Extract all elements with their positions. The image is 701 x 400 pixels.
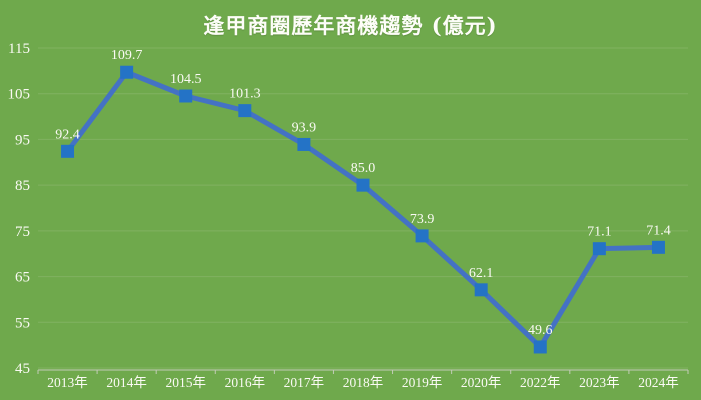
x-axis-category-label: 2020年 [461, 375, 502, 390]
data-point-label: 93.9 [292, 120, 317, 135]
x-axis-category-label: 2024年 [638, 375, 679, 390]
data-point-label: 49.6 [528, 323, 553, 338]
data-point-marker [415, 229, 429, 243]
x-axis-category-label: 2013年 [47, 375, 88, 390]
data-point-marker [651, 240, 665, 254]
data-point-marker [61, 144, 75, 158]
data-point-label: 92.4 [55, 127, 80, 142]
x-axis-category-label: 2023年 [579, 375, 620, 390]
data-point-marker [179, 89, 193, 103]
y-axis-tick-label: 85 [15, 178, 30, 194]
x-axis-category-label: 2018年 [343, 375, 384, 390]
y-axis-tick-label: 45 [15, 361, 30, 377]
x-axis-category-label: 2017年 [284, 375, 325, 390]
y-axis-tick-label: 75 [15, 224, 30, 240]
x-axis-category-label: 2014年 [106, 375, 147, 390]
series-line [65, 69, 661, 350]
x-axis-category-label: 2016年 [225, 375, 266, 390]
data-point-marker [356, 178, 370, 192]
data-point-label: 101.3 [229, 87, 261, 102]
data-point-label: 71.1 [587, 225, 612, 240]
y-axis-tick-label: 65 [15, 270, 30, 286]
x-axis-category-label: 2022年 [520, 375, 561, 390]
data-point-label: 85.0 [351, 161, 376, 176]
data-point-marker [238, 104, 252, 118]
data-point-marker [474, 283, 488, 297]
data-point-label: 104.5 [170, 72, 202, 87]
y-axis-tick-label: 55 [15, 315, 30, 331]
y-axis-tick-label: 95 [15, 132, 30, 148]
y-axis-tick-label: 105 [8, 87, 31, 103]
data-point-marker [297, 137, 311, 151]
data-point-marker [533, 340, 547, 354]
data-point-label: 109.7 [111, 48, 143, 63]
chart-title: 逢甲商圈歷年商機趨勢 (億元) [203, 13, 498, 38]
data-point-marker [592, 242, 606, 256]
x-axis-category-label: 2015年 [165, 375, 206, 390]
y-axis-tick-label: 115 [8, 41, 30, 57]
x-axis-category-label: 2019年 [402, 375, 443, 390]
data-point-label: 71.4 [646, 223, 671, 238]
data-point-label: 62.1 [469, 266, 494, 281]
data-point-marker [120, 65, 134, 79]
data-point-label: 73.9 [410, 212, 435, 227]
